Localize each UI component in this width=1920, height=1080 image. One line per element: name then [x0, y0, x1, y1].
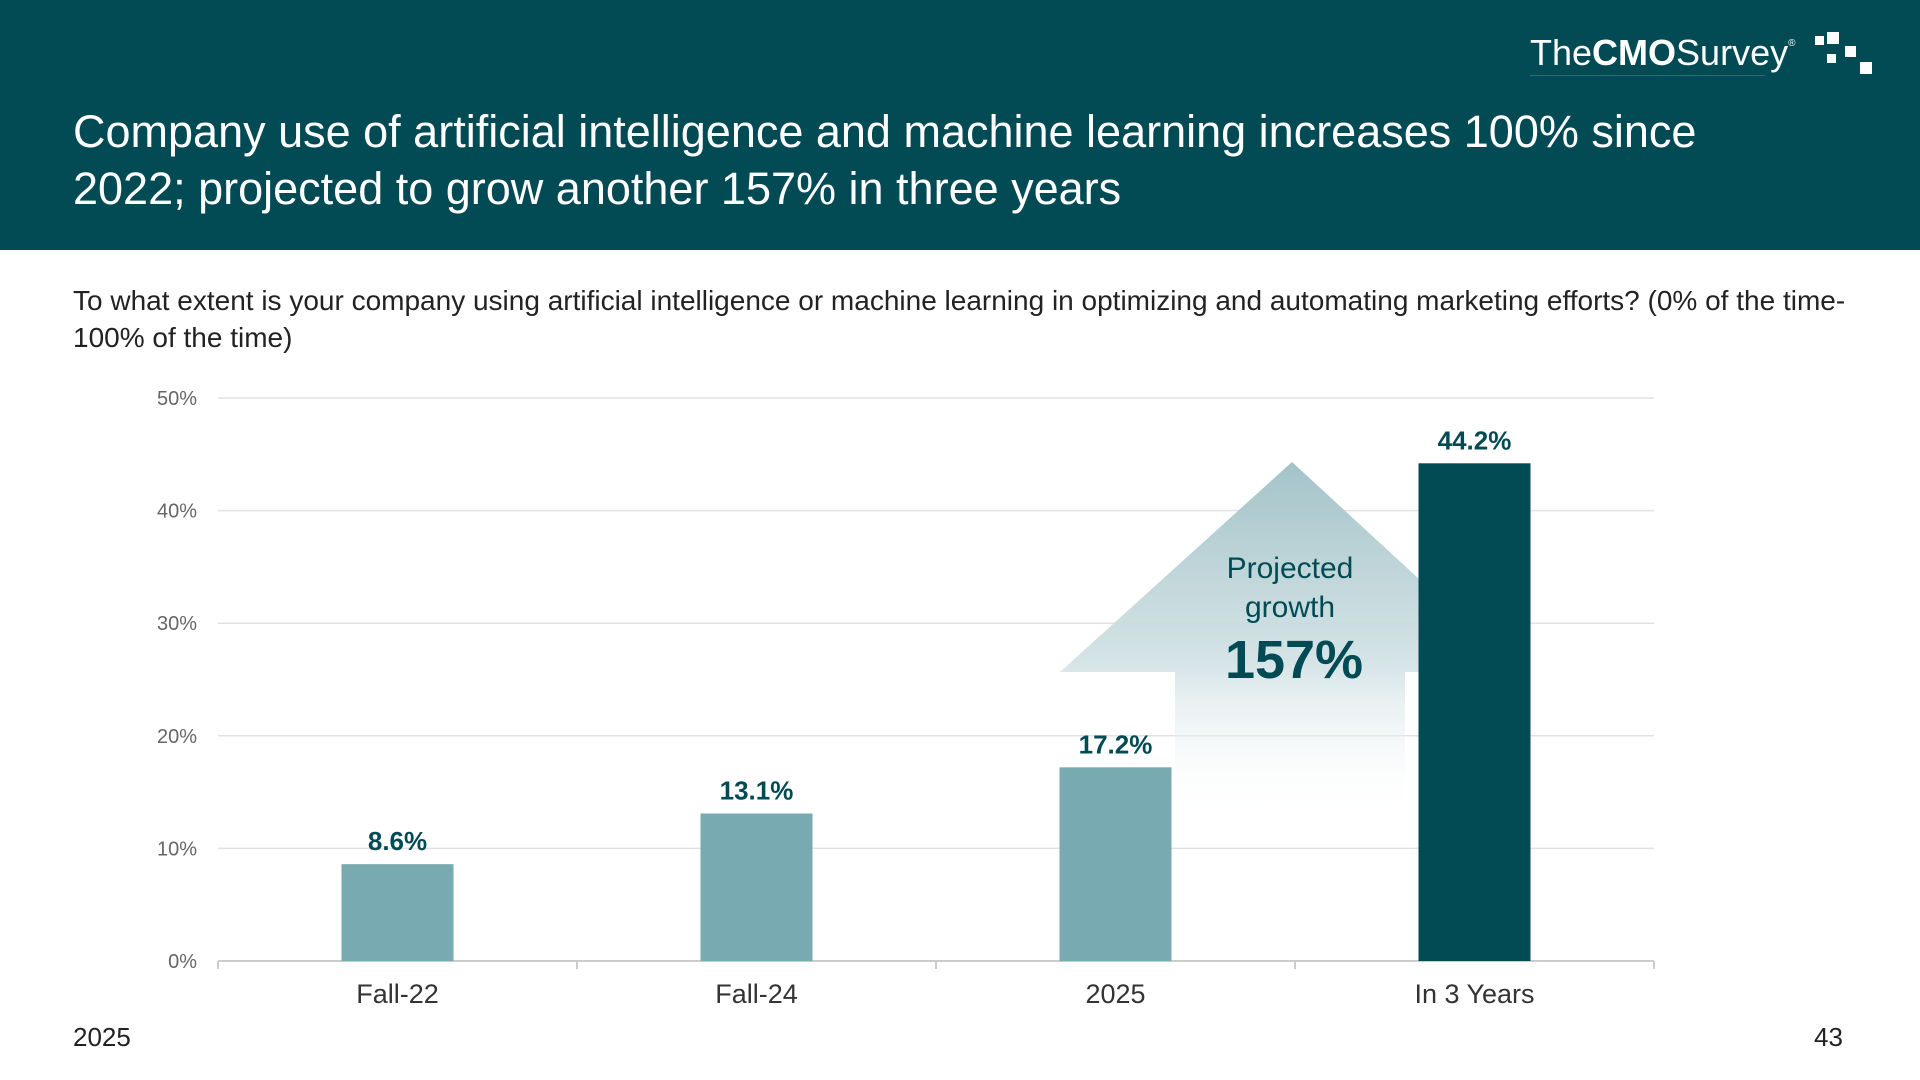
footer-year: 2025 [73, 1022, 131, 1052]
logo-pixel-icon [1815, 32, 1877, 76]
growth-arrow-label-line2: growth [1245, 591, 1335, 624]
y-tick-label: 10% [157, 838, 197, 860]
logo-survey: Survey [1676, 32, 1789, 73]
data-label: 44.2% [1438, 425, 1512, 455]
bar [1418, 463, 1531, 961]
page-number: 43 [1814, 1022, 1843, 1052]
survey-question: To what extent is your company using art… [73, 285, 1846, 353]
y-tick-label: 40% [157, 501, 197, 523]
x-tick-label: In 3 Years [1414, 979, 1534, 1009]
page-title: Company use of artificial intelligence a… [73, 106, 1697, 214]
data-label: 13.1% [720, 775, 794, 805]
cmo-survey-logo: TheCMOSurvey® [1530, 32, 1795, 80]
logo-registered-mark: ® [1788, 38, 1796, 49]
bar [1059, 767, 1172, 961]
data-label: 8.6% [368, 826, 427, 856]
data-label: 17.2% [1079, 729, 1153, 759]
logo-the: The [1530, 32, 1593, 73]
logo-cmo: CMO [1592, 32, 1677, 73]
y-tick-label: 0% [168, 951, 197, 973]
x-tick-label: 2025 [1085, 979, 1145, 1009]
growth-arrow-value: 157% [1225, 630, 1363, 690]
bar [341, 864, 454, 961]
bar [700, 813, 813, 961]
x-tick-label: Fall-22 [356, 979, 439, 1009]
y-tick-label: 20% [157, 726, 197, 748]
y-tick-label: 30% [157, 613, 197, 635]
logo-underline [1530, 75, 1765, 76]
growth-arrow-label-line1: Projected [1227, 552, 1354, 585]
header-banner: Company use of artificial intelligence a… [0, 0, 1920, 250]
x-tick-label: Fall-24 [715, 979, 798, 1009]
y-tick-label: 50% [157, 388, 197, 410]
growth-arrow-shape [1060, 462, 1520, 820]
